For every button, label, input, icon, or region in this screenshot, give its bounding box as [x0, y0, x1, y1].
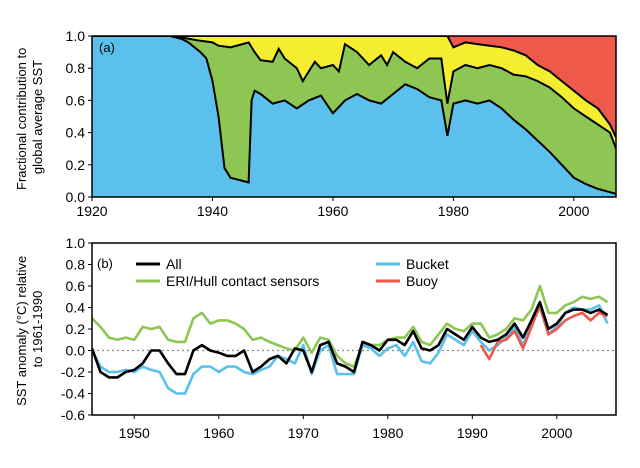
boundary-line-1: [92, 36, 616, 195]
panel-b-y-axis: -0.6 -0.4 -0.2 0.0 0.2 0.4 0.6 0.8 1.0: [61, 235, 92, 423]
y-tick-label: -0.4: [61, 386, 85, 402]
y-tick-label: 0.0: [66, 343, 86, 359]
x-tick-label: 1940: [197, 203, 228, 219]
y-tick-label: 0.8: [66, 257, 86, 273]
legend-label-buoy: Buoy: [406, 273, 438, 289]
series-lines: [92, 284, 609, 395]
legend-label-all: All: [166, 256, 182, 272]
y-tick-label: -0.6: [61, 407, 85, 423]
x-tick-label: 1920: [76, 203, 107, 219]
panel-a-ylabel: Fractional contribution to global averag…: [14, 44, 45, 190]
panel-b-sst-anomaly: -0.6-0.4-0.20.00.20.40.60.81.0 1950 1960 1…: [14, 235, 617, 441]
unknown-area: [92, 36, 616, 149]
eri-hull-series-line: [92, 284, 609, 368]
legend-label-eri-hull: ERI/Hull contact sensors: [166, 273, 319, 289]
y-tick-label: 1.0: [66, 28, 86, 44]
panel-a-frame: [91, 35, 617, 198]
panel-a-x-axis: 1920 1940 1960 1980 2000: [76, 197, 590, 219]
boundary-line-2: [92, 36, 616, 150]
bucket-series-line: [92, 304, 609, 395]
panel-a-ylabel-line2: global average SST: [30, 60, 45, 174]
legend: All ERI/Hull contact sensors Bucket Buoy: [136, 256, 449, 289]
buoy-area: [92, 36, 616, 138]
buoy-series-line: [479, 304, 608, 361]
x-tick-label: 1980: [438, 203, 469, 219]
x-tick-label: 1990: [457, 425, 488, 441]
panel-b-x-axis: 1950 1960 1970 1980 1990 2000: [119, 415, 573, 441]
y-tick-label: 0.6: [66, 278, 86, 294]
boundary-line-3: [92, 36, 616, 138]
panel-b-ylabel-line1: SST anomaly (°C) relative: [14, 256, 29, 406]
x-tick-label: 1980: [372, 425, 403, 441]
all-series-line: [92, 300, 609, 379]
panel-a-y-axis: 0.0 0.2 0.4 0.6 0.8 1.0: [66, 28, 92, 205]
x-tick-label: 2000: [541, 425, 572, 441]
panel-a-label: (a): [99, 40, 115, 55]
panel-b-ylabel-line2: to 1961-1990: [30, 291, 45, 368]
x-tick-label: 2000: [558, 203, 589, 219]
panel-b-label: (b): [97, 256, 113, 271]
y-tick-label: 0.8: [66, 60, 86, 76]
panel-a-ylabel-line1: Fractional contribution to: [14, 48, 29, 190]
y-tick-label: 0.4: [66, 300, 86, 316]
x-tick-label: 1970: [288, 425, 319, 441]
boundary-lines: [92, 36, 616, 195]
stacked-areas: [92, 36, 616, 197]
y-tick-label: 0.4: [66, 125, 86, 141]
y-tick-label: 0.2: [66, 157, 86, 173]
y-tick-label: 0.2: [66, 321, 86, 337]
y-tick-label: 0.6: [66, 92, 86, 108]
panel-b-ylabel: SST anomaly (°C) relative to 1961-1990: [14, 252, 45, 406]
x-tick-label: 1960: [317, 203, 348, 219]
legend-label-bucket: Bucket: [406, 256, 449, 272]
x-tick-label: 1950: [119, 425, 150, 441]
y-tick-label: 0.0: [66, 189, 86, 205]
y-tick-label: -0.2: [61, 364, 85, 380]
x-tick-label: 1960: [203, 425, 234, 441]
y-tick-label: 1.0: [66, 235, 86, 251]
panel-a-fractional-contribution: 0.00.20.40.60.81.0 1920 1940 1960 1980 2000 …: [14, 28, 617, 219]
